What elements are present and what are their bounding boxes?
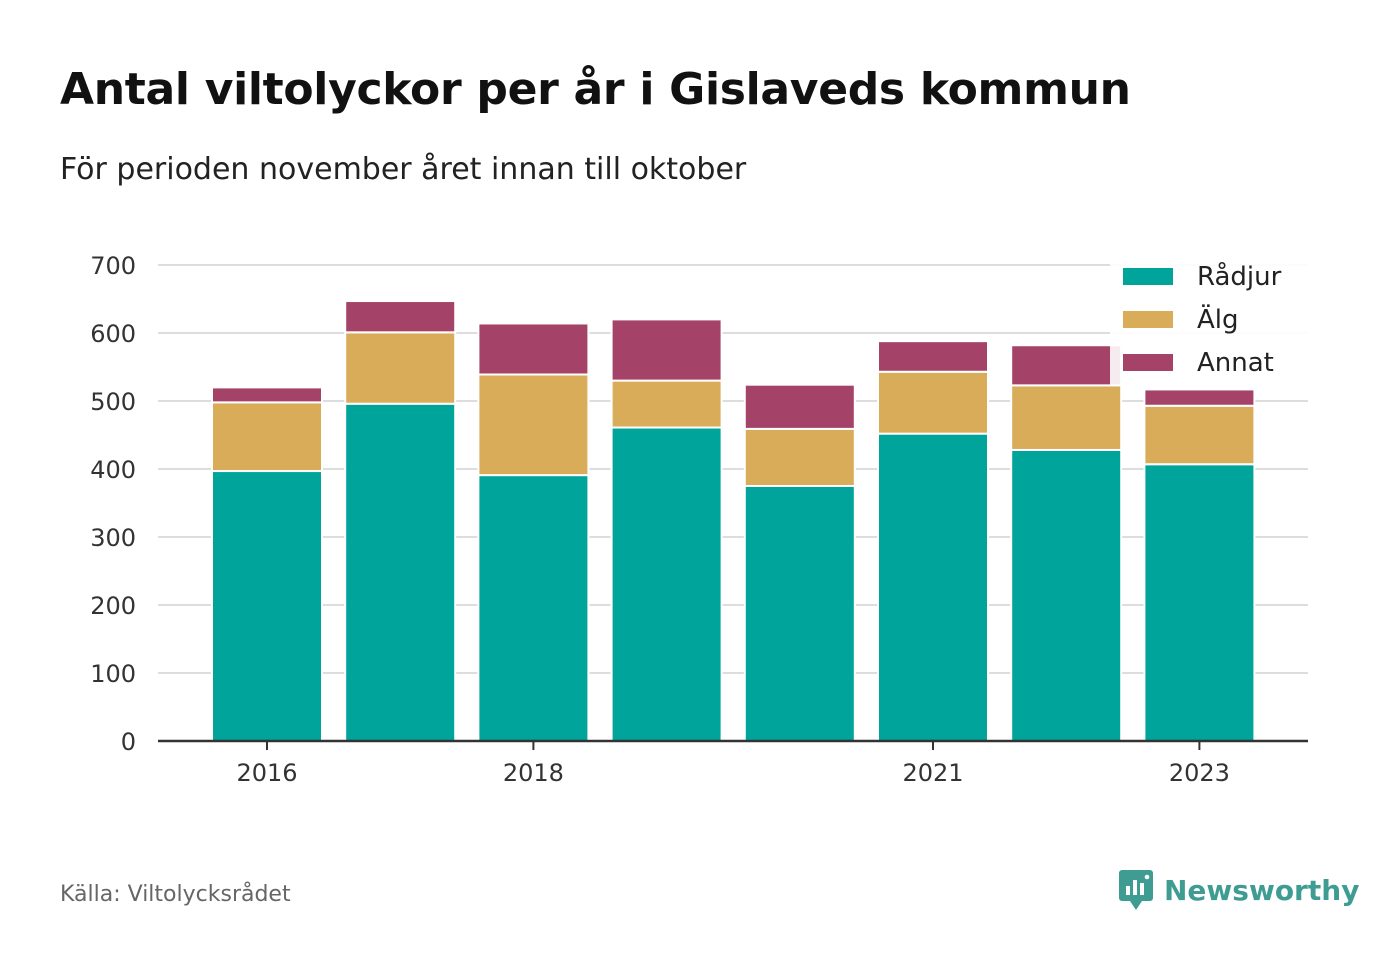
chart-subtitle: För perioden november året innan till ok… (60, 152, 747, 187)
y-tick-label: 200 (90, 592, 136, 620)
bar-2020-rådjur (743, 485, 856, 742)
y-tick-label: 700 (90, 252, 136, 280)
bar-2018-älg (477, 373, 590, 477)
legend-swatch-rådjur (1123, 268, 1173, 285)
bar-2016-annat (211, 386, 323, 404)
legend-label: Annat (1197, 348, 1274, 378)
bar-2020-älg (743, 427, 856, 488)
legend-swatch-älg (1123, 311, 1173, 328)
bar-2022-annat (1010, 344, 1123, 387)
legend-label: Rådjur (1197, 261, 1282, 292)
bar-2018-annat (477, 322, 590, 376)
bar-2016-rådjur (211, 470, 323, 742)
y-tick-label: 500 (90, 388, 136, 416)
bar-2019-älg (610, 379, 723, 429)
bar-2017-annat (344, 300, 457, 334)
bar-2019-annat (610, 318, 723, 382)
bar-2023-rådjur (1143, 463, 1256, 742)
chart-title: Antal viltolyckor per år i Gislaveds kom… (60, 64, 1131, 115)
y-tick-label: 0 (121, 728, 136, 756)
x-tick-label: 2018 (503, 759, 564, 787)
x-tick-label: 2023 (1169, 759, 1230, 787)
bars (211, 300, 1256, 742)
bar-2021-rådjur (877, 432, 989, 742)
bar-2023-älg (1143, 404, 1256, 466)
bar-2023-annat (1143, 388, 1256, 407)
legend-label: Älg (1197, 303, 1239, 335)
bar-2022-rådjur (1010, 448, 1123, 742)
bar-2017-älg (344, 331, 457, 405)
y-tick-label: 300 (90, 524, 136, 552)
source-note: Källa: Viltolycksrådet (60, 882, 291, 907)
bar-2018-rådjur (477, 474, 590, 742)
brand-logo: Newsworthy (1118, 868, 1359, 912)
y-tick-label: 600 (90, 320, 136, 348)
bar-2019-rådjur (610, 426, 723, 742)
bar-2016-älg (211, 401, 323, 473)
legend-swatch-annat (1123, 354, 1173, 371)
y-tick-label: 400 (90, 456, 136, 484)
newsworthy-logo-icon (1119, 870, 1153, 910)
bar-2021-annat (877, 340, 989, 373)
brand-name: Newsworthy (1164, 873, 1360, 907)
y-tick-label: 100 (90, 660, 136, 688)
x-tick-label: 2021 (902, 759, 963, 787)
bar-2020-annat (743, 383, 856, 430)
x-tick-label: 2016 (236, 759, 297, 787)
bar-2021-älg (877, 370, 989, 435)
bar-2022-älg (1010, 384, 1123, 451)
legend: Rådjur Älg Annat (1110, 255, 1310, 385)
axes: 0 100 200 300 400 500 600 700 2016 2018 2021 2023 (90, 252, 1308, 787)
bar-2017-rådjur (344, 402, 457, 742)
